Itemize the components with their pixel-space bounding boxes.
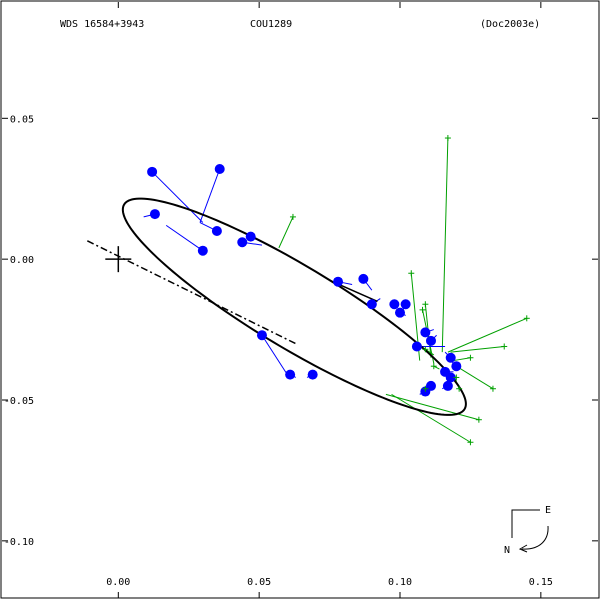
blue-observation-point — [149, 209, 160, 220]
green-residual-line — [441, 138, 449, 353]
blue-observation-point — [211, 225, 222, 236]
green-residual-line — [447, 317, 527, 353]
y-tick-label: 0.05 — [10, 114, 34, 125]
x-tick-label: 0.00 — [106, 577, 130, 588]
blue-observation-point — [285, 369, 296, 380]
x-tick-label: 0.15 — [529, 577, 553, 588]
blue-observation-point — [366, 299, 377, 310]
blue-observation-point — [451, 361, 462, 372]
blue-observation-point — [442, 380, 453, 391]
blue-observation-point — [307, 369, 318, 380]
blue-observation-point — [425, 380, 436, 391]
compass-east-label: E — [545, 505, 551, 516]
green-observation-points — [289, 135, 530, 446]
blue-observation-point — [445, 372, 456, 383]
green-residual-line — [450, 345, 505, 353]
x-tick-label: 0.10 — [388, 577, 412, 588]
blue-observation-point — [358, 273, 369, 284]
y-tick-label: -0.10 — [4, 537, 34, 548]
blue-observation-point — [420, 327, 431, 338]
compass-arrow-head — [518, 544, 528, 553]
x-tick-label: 0.05 — [247, 577, 271, 588]
blue-observation-point — [395, 307, 405, 318]
green-residual-line — [385, 393, 480, 421]
blue-observation-point — [425, 335, 436, 346]
blue-observation-point — [400, 299, 411, 310]
green-residual-line — [422, 309, 435, 364]
blue-observation-point — [256, 330, 267, 341]
blue-observation-point — [214, 164, 225, 175]
blue-residual-line — [165, 224, 204, 252]
compass: E N — [504, 505, 551, 556]
orbit-ellipse — [121, 197, 467, 416]
blue-observation-point — [147, 166, 158, 177]
blue-observation-point — [445, 352, 456, 363]
blue-residual-line — [151, 171, 204, 223]
blue-observation-point — [245, 231, 256, 242]
header-wds-id: WDS 16584+3943 — [60, 19, 144, 30]
header-reference: (Doc2003e) — [480, 19, 540, 30]
compass-rotation-arrow — [521, 525, 549, 550]
compass-east-arm — [511, 509, 540, 538]
y-tick-label: -0.05 — [4, 396, 34, 407]
blue-observation-point — [333, 276, 344, 287]
blue-observation-point — [197, 245, 208, 256]
y-tick-label: 0.00 — [10, 255, 34, 266]
header-discoverer-code: COU1289 — [250, 19, 292, 30]
green-residual-line — [391, 393, 471, 443]
line-of-nodes — [86, 240, 297, 345]
blue-observation-point — [411, 341, 422, 352]
compass-north-label: N — [504, 545, 510, 556]
blue-observation-point — [237, 237, 248, 248]
blue-observation-points — [147, 164, 462, 397]
green-residual-line — [278, 216, 294, 249]
blue-residual-line — [199, 168, 221, 223]
primary-star — [105, 246, 132, 273]
green-residual-line — [456, 365, 494, 390]
blue-observation-point — [389, 299, 400, 310]
blue-residual-line — [261, 334, 288, 375]
